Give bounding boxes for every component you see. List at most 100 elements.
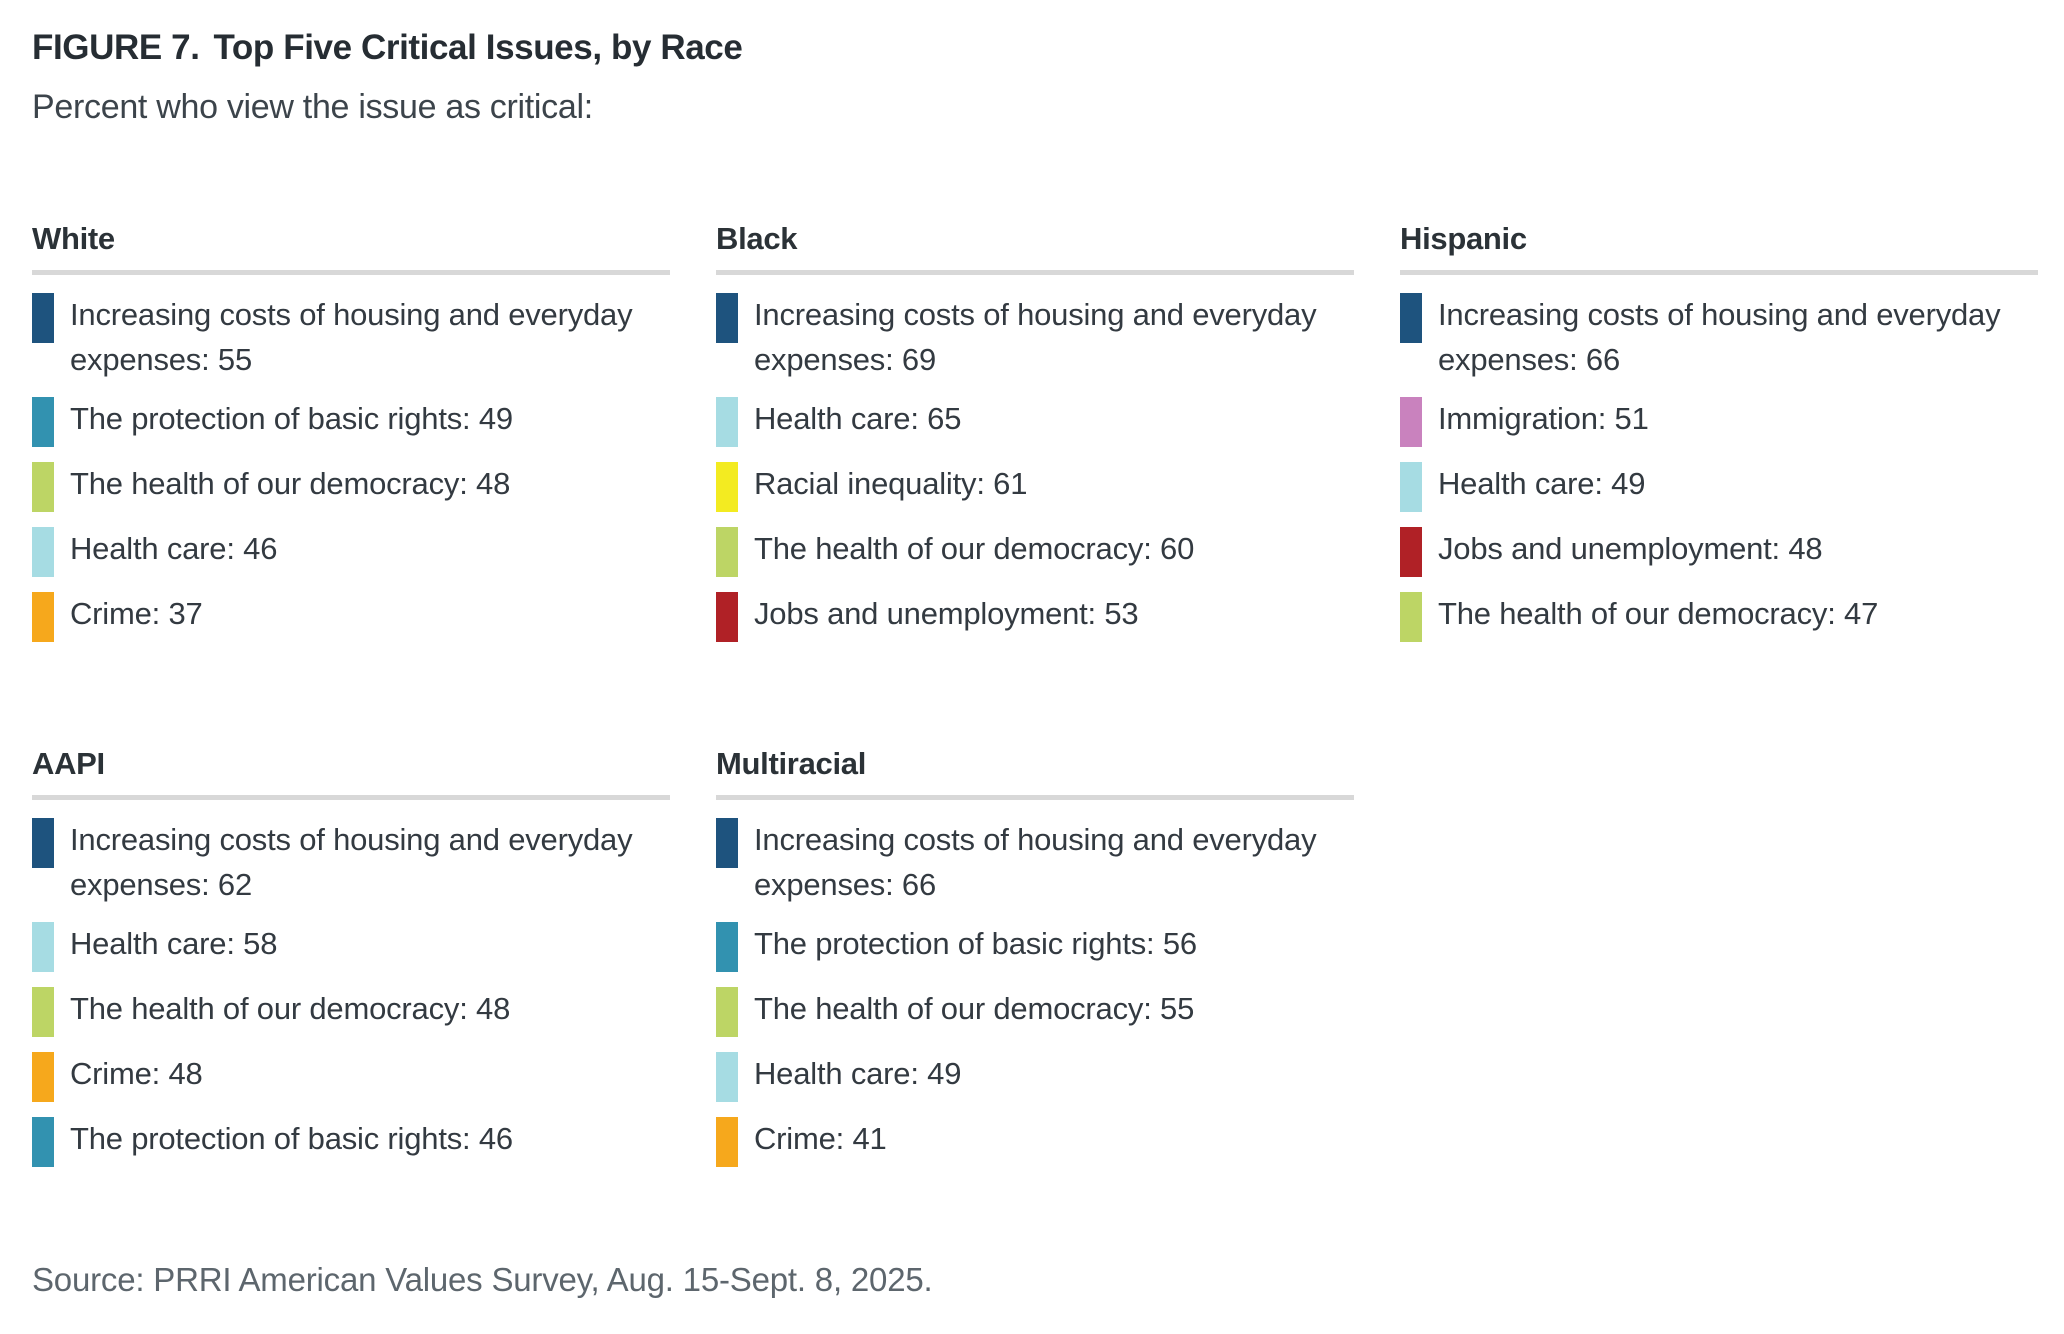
issue-item: The health of our democracy: 48: [32, 461, 670, 512]
issue-label: Crime: 41: [754, 1121, 887, 1156]
issue-label: Jobs and unemployment: 53: [754, 596, 1139, 631]
issue-item: Crime: 48: [32, 1051, 670, 1102]
panel-title-hispanic: Hispanic: [1400, 221, 1527, 256]
issue-item: Increasing costs of housing and everyday…: [716, 817, 1354, 907]
issue-item: Health care: 58: [32, 921, 670, 972]
issue-item: Racial inequality: 61: [716, 461, 1354, 512]
issue-color-swatch: [1400, 462, 1422, 512]
issue-color-swatch: [32, 293, 54, 343]
issue-label: Increasing costs of housing and everyday…: [70, 297, 633, 377]
issue-item: Immigration: 51: [1400, 396, 2038, 447]
issue-item: The protection of basic rights: 49: [32, 396, 670, 447]
issue-item: Increasing costs of housing and everyday…: [716, 292, 1354, 382]
issue-label: Increasing costs of housing and everyday…: [754, 822, 1317, 902]
issue-color-swatch: [716, 818, 738, 868]
issue-label: Crime: 37: [70, 596, 203, 631]
issue-color-swatch: [716, 397, 738, 447]
issue-label: The health of our democracy: 48: [70, 466, 511, 501]
panel-aapi: AAPI Increasing costs of housing and eve…: [32, 746, 670, 1167]
panel-divider: [716, 795, 1354, 800]
issue-item: Crime: 37: [32, 591, 670, 642]
panel-title-multiracial: Multiracial: [716, 746, 867, 781]
issue-label: The protection of basic rights: 49: [70, 401, 513, 436]
figure-page: FIGURE 7. Top Five Critical Issues, by Ra…: [32, 28, 2038, 1298]
issue-label: Increasing costs of housing and everyday…: [70, 822, 633, 902]
panel-hispanic: Hispanic Increasing costs of housing and…: [1400, 221, 2038, 642]
issue-label: Increasing costs of housing and everyday…: [754, 297, 1317, 377]
panel-black: Black Increasing costs of housing and ev…: [716, 221, 1354, 642]
issue-color-swatch: [1400, 293, 1422, 343]
issue-item: The health of our democracy: 47: [1400, 591, 2038, 642]
issue-item: Health care: 49: [716, 1051, 1354, 1102]
issue-label: The health of our democracy: 55: [754, 991, 1195, 1026]
figure-title: Top Five Critical Issues, by Race: [213, 28, 743, 67]
issue-color-swatch: [1400, 592, 1422, 642]
issue-label: Immigration: 51: [1438, 401, 1649, 436]
issue-item: The health of our democracy: 55: [716, 986, 1354, 1037]
issue-color-swatch: [716, 293, 738, 343]
issue-item: The protection of basic rights: 46: [32, 1116, 670, 1167]
issue-color-swatch: [1400, 527, 1422, 577]
issue-item: The protection of basic rights: 56: [716, 921, 1354, 972]
panel-title-black: Black: [716, 221, 798, 256]
figure-subtitle: Percent who view the issue as critical:: [32, 88, 593, 126]
issue-item: Increasing costs of housing and everyday…: [1400, 292, 2038, 382]
panel-title-aapi: AAPI: [32, 746, 105, 781]
issue-label: The health of our democracy: 48: [70, 991, 511, 1026]
issue-item: The health of our democracy: 48: [32, 986, 670, 1037]
empty-grid-cell: [1400, 746, 2038, 1167]
issue-item: Health care: 46: [32, 526, 670, 577]
issue-color-swatch: [32, 462, 54, 512]
issue-color-swatch: [716, 462, 738, 512]
panel-title-white: White: [32, 221, 115, 256]
issue-label: The protection of basic rights: 56: [754, 926, 1197, 961]
figure-number-label: FIGURE 7.: [32, 28, 200, 67]
issue-label: The protection of basic rights: 46: [70, 1121, 513, 1156]
issue-item: Jobs and unemployment: 48: [1400, 526, 2038, 577]
issue-item: Health care: 65: [716, 396, 1354, 447]
issue-list: Increasing costs of housing and everyday…: [716, 292, 1354, 642]
issue-item: The health of our democracy: 60: [716, 526, 1354, 577]
issue-color-swatch: [716, 1117, 738, 1167]
figure-title-row: FIGURE 7. Top Five Critical Issues, by Ra…: [32, 28, 2038, 68]
issue-color-swatch: [716, 1052, 738, 1102]
issue-item: Increasing costs of housing and everyday…: [32, 817, 670, 907]
issue-item: Health care: 49: [1400, 461, 2038, 512]
issue-label: Health care: 65: [754, 401, 962, 436]
issue-color-swatch: [32, 987, 54, 1037]
issue-list: Increasing costs of housing and everyday…: [1400, 292, 2038, 642]
issue-color-swatch: [32, 397, 54, 447]
issue-list: Increasing costs of housing and everyday…: [32, 292, 670, 642]
issue-item: Jobs and unemployment: 53: [716, 591, 1354, 642]
issue-color-swatch: [32, 818, 54, 868]
panel-divider: [716, 270, 1354, 275]
issue-label: Health care: 58: [70, 926, 278, 961]
issue-label: The health of our democracy: 47: [1438, 596, 1879, 631]
panel-multiracial: Multiracial Increasing costs of housing …: [716, 746, 1354, 1167]
issue-color-swatch: [32, 592, 54, 642]
issue-color-swatch: [32, 1052, 54, 1102]
panel-divider: [32, 270, 670, 275]
panels-grid: White Increasing costs of housing and ev…: [32, 221, 2038, 1167]
issue-color-swatch: [716, 527, 738, 577]
issue-label: Crime: 48: [70, 1056, 203, 1091]
panel-divider: [1400, 270, 2038, 275]
issue-label: Racial inequality: 61: [754, 466, 1028, 501]
issue-list: Increasing costs of housing and everyday…: [716, 817, 1354, 1167]
issue-item: Crime: 41: [716, 1116, 1354, 1167]
issue-label: Health care: 49: [754, 1056, 962, 1091]
issue-label: The health of our democracy: 60: [754, 531, 1195, 566]
panel-divider: [32, 795, 670, 800]
issue-item: Increasing costs of housing and everyday…: [32, 292, 670, 382]
issue-color-swatch: [32, 1117, 54, 1167]
issue-label: Health care: 46: [70, 531, 278, 566]
issue-color-swatch: [32, 922, 54, 972]
panel-white: White Increasing costs of housing and ev…: [32, 221, 670, 642]
issue-label: Increasing costs of housing and everyday…: [1438, 297, 2001, 377]
issue-list: Increasing costs of housing and everyday…: [32, 817, 670, 1167]
issue-color-swatch: [716, 592, 738, 642]
issue-color-swatch: [1400, 397, 1422, 447]
source-note: Source: PRRI American Values Survey, Aug…: [32, 1261, 933, 1298]
issue-label: Health care: 49: [1438, 466, 1646, 501]
issue-color-swatch: [716, 922, 738, 972]
